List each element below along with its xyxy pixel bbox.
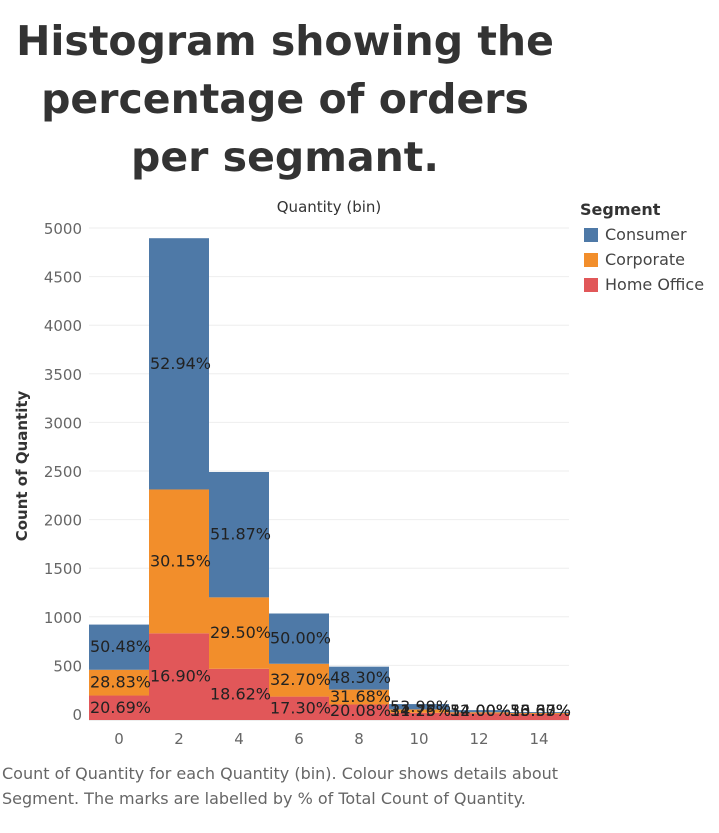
chart-caption: Count of Quantity for each Quantity (bin… — [2, 764, 559, 808]
bar-segment-corporate[interactable] — [449, 712, 509, 714]
x-axis: 0 2 4 6 8 10 12 14 — [114, 730, 548, 748]
bar-data-label: 50.48% — [90, 637, 151, 656]
bar-data-label: 54.00% — [450, 701, 511, 720]
x-tick-label: 2 — [174, 730, 184, 748]
bar-data-label: 30.15% — [150, 551, 211, 570]
bar-segment-consumer[interactable] — [269, 613, 329, 664]
bar-data-label: 14.00% — [450, 701, 511, 720]
bar-data-label: 33.33% — [510, 701, 571, 720]
bar-segment-home-office[interactable] — [269, 696, 329, 720]
bar-segment-consumer[interactable] — [149, 238, 209, 490]
y-tick-label: 0 — [72, 706, 82, 724]
histogram-chart: 20.69% 28.83% 50.48% 16.90% 30.15% 52.94% 18.6… — [13, 198, 571, 748]
legend-item-corporate[interactable]: Corporate — [580, 247, 704, 272]
bar-segment-corporate[interactable] — [329, 689, 389, 705]
legend-swatch-home-office — [584, 277, 598, 292]
y-tick-label: 500 — [53, 657, 82, 675]
chart-title: Histogram showing the percentage of orde… — [16, 17, 554, 181]
legend-label-home-office: Home Office — [605, 275, 705, 294]
bar-segment-consumer[interactable] — [329, 666, 389, 690]
legend-item-home-office[interactable]: Home Office — [580, 272, 704, 297]
bar-data-label: 34.25% — [390, 701, 451, 720]
bar-data-label: 32.00% — [450, 701, 511, 720]
bar-segment-corporate[interactable] — [149, 489, 209, 634]
bar-segment-consumer[interactable] — [509, 712, 569, 714]
bar-segment-corporate[interactable] — [209, 597, 269, 669]
data-labels-layer: 20.69% 28.83% 50.48% 16.90% 30.15% 52.94% 18.6… — [90, 354, 571, 720]
bar-segment-consumer[interactable] — [449, 710, 509, 713]
bar-data-label: 17.30% — [270, 698, 331, 717]
bar-data-label: 50.00% — [510, 701, 571, 720]
x-tick-label: 0 — [114, 730, 124, 748]
x-tick-label: 10 — [409, 730, 428, 748]
bar-segment-consumer[interactable] — [89, 624, 149, 670]
bar-segment-home-office[interactable] — [89, 695, 149, 720]
bar-segment-home-office[interactable] — [389, 712, 449, 720]
bar-data-label: 20.69% — [90, 698, 151, 717]
y-tick-label: 3500 — [44, 366, 82, 384]
x-tick-label: 8 — [354, 730, 364, 748]
bar-segment-consumer[interactable] — [389, 704, 449, 710]
y-tick-label: 5000 — [44, 220, 82, 238]
bar-data-label: 16.67% — [510, 701, 571, 720]
x-tick-label: 14 — [529, 730, 548, 748]
bar-segment-corporate[interactable] — [269, 663, 329, 697]
legend-swatch-corporate — [584, 252, 598, 267]
bar-segment-home-office[interactable] — [209, 668, 269, 720]
y-tick-label: 4000 — [44, 317, 82, 335]
y-axis: 0 500 1000 1500 2000 2500 3000 3500 4000 4500 5000 — [44, 220, 82, 724]
bar-segment-corporate[interactable] — [89, 669, 149, 696]
x-tick-label: 6 — [294, 730, 304, 748]
bar-data-label: 29.50% — [210, 623, 271, 642]
bar-data-label: 31.68% — [330, 687, 391, 706]
bar-segment-home-office[interactable] — [149, 633, 209, 720]
x-tick-label: 12 — [469, 730, 488, 748]
legend-item-consumer[interactable]: Consumer — [580, 222, 704, 247]
y-tick-label: 1500 — [44, 560, 82, 578]
bar-segment-corporate[interactable] — [509, 713, 569, 715]
bar-segment-consumer[interactable] — [209, 471, 269, 598]
y-tick-label: 1000 — [44, 609, 82, 627]
bar-data-label: 20.08% — [330, 701, 391, 720]
bars-layer[interactable] — [89, 238, 569, 720]
y-tick-label: 2500 — [44, 463, 82, 481]
y-tick-label: 4500 — [44, 269, 82, 287]
y-tick-label: 3000 — [44, 414, 82, 432]
x-axis-title: Quantity (bin) — [277, 198, 382, 216]
bar-data-label: 18.62% — [210, 684, 271, 703]
bar-data-label: 32.70% — [270, 670, 331, 689]
legend-title: Segment — [580, 200, 661, 219]
bar-data-label: 52.94% — [150, 354, 211, 373]
bar-data-label: 53.99% — [390, 697, 451, 716]
legend-swatch-consumer — [584, 227, 598, 242]
bar-data-label: 28.83% — [90, 673, 151, 692]
bar-segment-home-office[interactable] — [509, 713, 569, 720]
bar-data-label: 48.30% — [330, 668, 391, 687]
bar-segment-home-office[interactable] — [449, 713, 509, 720]
bar-segment-corporate[interactable] — [389, 709, 449, 713]
legend-label-consumer: Consumer — [605, 225, 687, 244]
bar-data-label: 51.87% — [210, 525, 271, 544]
bar-data-label: 16.90% — [150, 667, 211, 686]
y-tick-label: 2000 — [44, 512, 82, 530]
bar-data-label: 11.76% — [390, 701, 451, 720]
y-axis-title: Count of Quantity — [13, 390, 31, 541]
legend-label-corporate: Corporate — [605, 250, 685, 269]
x-tick-label: 4 — [234, 730, 244, 748]
bar-segment-home-office[interactable] — [329, 704, 389, 720]
bar-data-label: 50.00% — [270, 629, 331, 648]
legend: Segment Consumer Corporate Home Office — [580, 200, 704, 297]
